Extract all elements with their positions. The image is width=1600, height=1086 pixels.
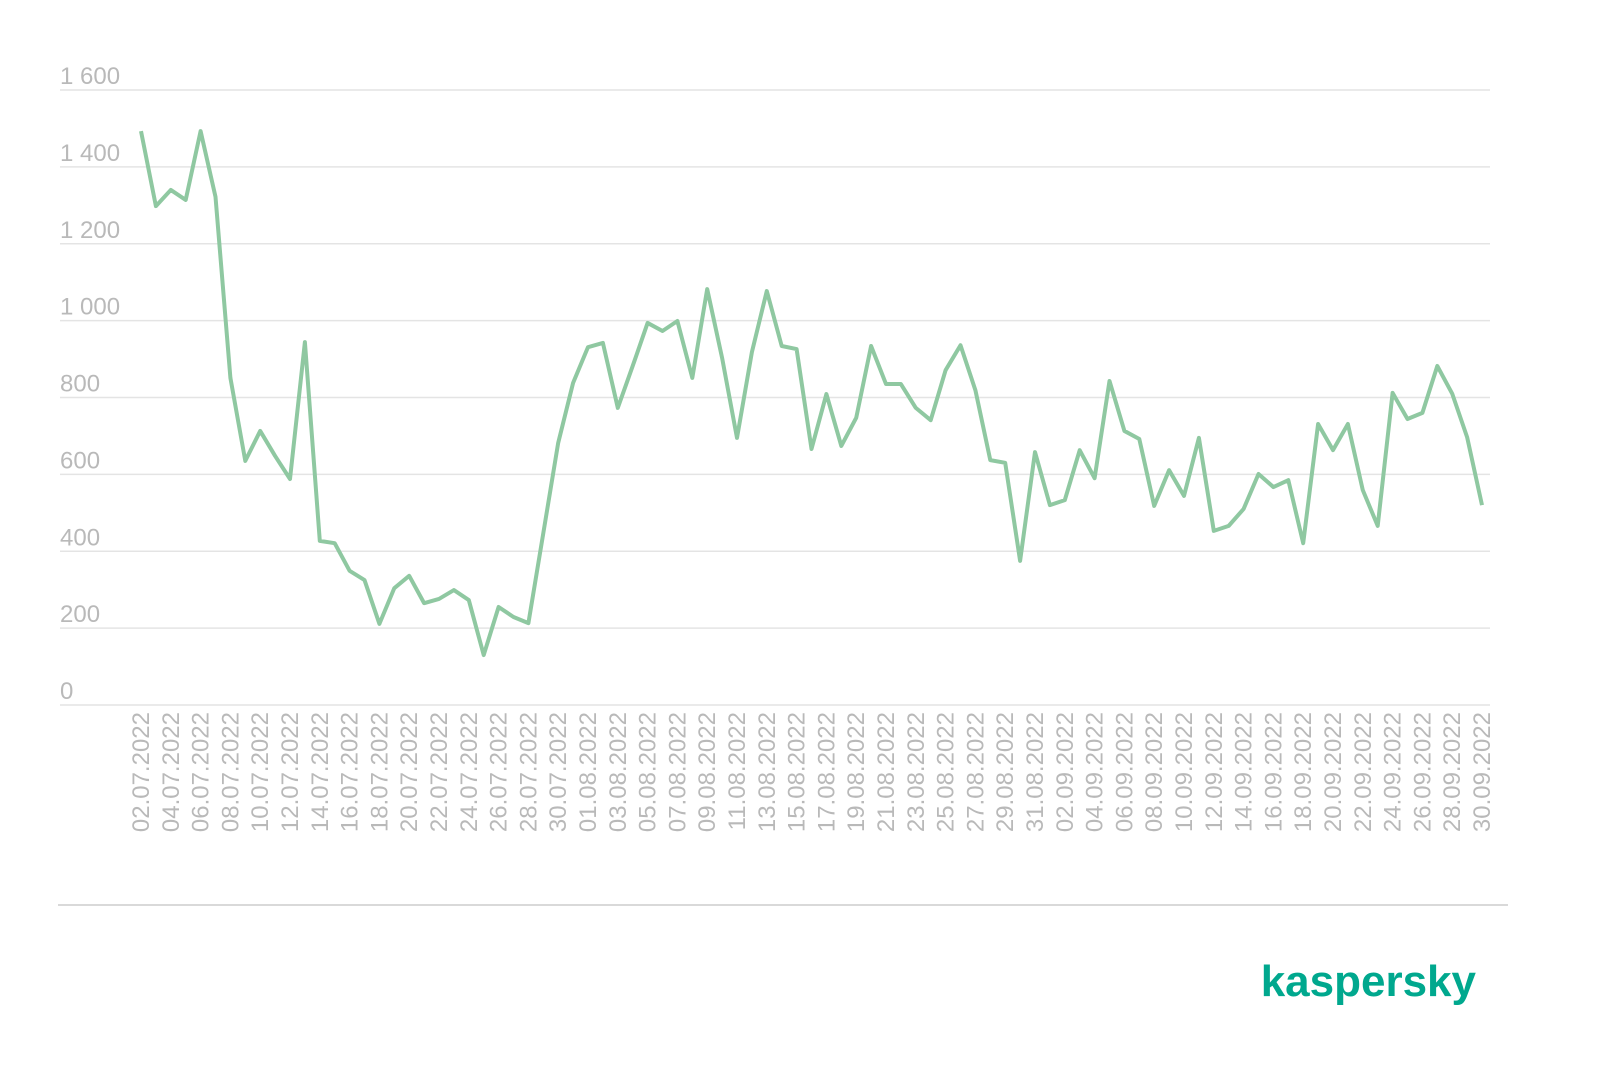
x-tick-label: 08.07.2022 [217,712,244,832]
x-tick-label: 02.07.2022 [128,712,155,832]
x-tick-label: 22.09.2022 [1350,712,1377,832]
y-tick-label: 800 [60,371,100,398]
y-tick-label: 1 600 [60,63,120,90]
x-tick-label: 19.08.2022 [843,712,870,832]
x-tick-label: 05.08.2022 [635,712,662,832]
x-tick-label: 06.07.2022 [188,712,215,832]
x-tick-label: 27.08.2022 [962,712,989,832]
line [139,129,1484,658]
x-tick-label: 14.07.2022 [307,712,334,832]
y-tick-label: 1 400 [60,140,120,167]
x-tick-label: 15.08.2022 [784,712,811,832]
x-tick-label: 03.08.2022 [605,712,632,832]
x-tick-label: 06.09.2022 [1111,712,1138,832]
x-tick-label: 20.07.2022 [396,712,423,832]
x-tick-label: 07.08.2022 [664,712,691,832]
x-tick-label: 18.07.2022 [366,712,393,832]
x-tick-label: 04.07.2022 [158,712,185,832]
x-tick-label: 12.09.2022 [1201,712,1228,832]
x-tick-label: 11.08.2022 [724,712,751,830]
x-tick-label: 30.09.2022 [1469,712,1496,832]
x-tick-label: 29.08.2022 [992,712,1019,832]
y-tick-label: 0 [60,678,73,705]
y-tick-label: 600 [60,447,100,474]
x-tick-label: 21.08.2022 [873,712,900,832]
y-tick-label: 1 000 [60,294,120,321]
x-tick-label: 16.07.2022 [337,712,364,832]
x-tick-label: 04.09.2022 [1082,712,1109,832]
x-tick-label: 28.09.2022 [1439,712,1466,832]
x-tick-label: 02.09.2022 [1052,712,1079,832]
x-tick-label: 17.08.2022 [813,712,840,832]
x-tick-label: 10.09.2022 [1171,712,1198,832]
x-tick-label: 14.09.2022 [1231,712,1258,832]
x-tick-label: 22.07.2022 [426,712,453,832]
x-tick-label: 20.09.2022 [1320,712,1347,832]
x-tick-label: 09.08.2022 [694,712,721,832]
x-tick-label: 24.07.2022 [456,712,483,832]
y-tick-label: 200 [60,601,100,628]
x-tick-label: 12.07.2022 [277,712,304,832]
x-tick-label: 01.08.2022 [575,712,602,832]
x-tick-label: 30.07.2022 [545,712,572,832]
y-tick-label: 400 [60,524,100,551]
x-tick-label: 16.09.2022 [1260,712,1287,832]
x-tick-label: 08.09.2022 [1141,712,1168,832]
x-tick-label: 24.09.2022 [1380,712,1407,832]
x-tick-label: 28.07.2022 [515,712,542,832]
x-tick-label: 26.07.2022 [486,712,513,832]
x-tick-label: 23.08.2022 [903,712,930,832]
x-tick-label: 10.07.2022 [247,712,274,832]
x-tick-label: 25.08.2022 [933,712,960,832]
y-tick-label: 1 200 [60,217,120,244]
x-tick-label: 18.09.2022 [1290,712,1317,832]
x-tick-label: 13.08.2022 [754,712,781,832]
logo: kaspersky [1261,957,1477,1006]
x-tick-label: 31.08.2022 [1022,712,1049,832]
x-tick-label: 26.09.2022 [1409,712,1436,832]
